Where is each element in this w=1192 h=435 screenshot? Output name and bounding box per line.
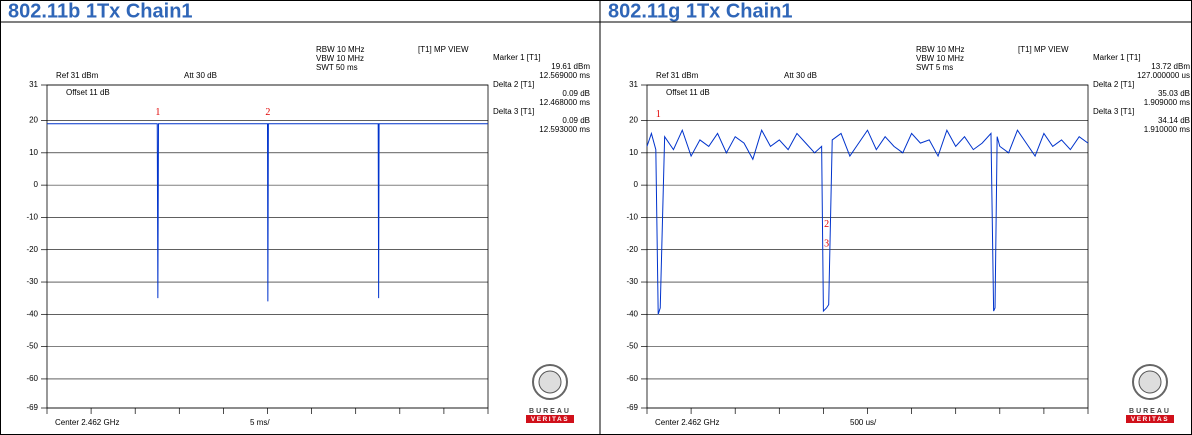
marker-info: Delta 3 [T1]	[1093, 107, 1134, 116]
panel-title: 802.11g 1Tx Chain1	[608, 0, 793, 22]
y-tick-label: 31	[29, 80, 38, 89]
y-tick-label: -40	[626, 309, 638, 318]
logo-band	[526, 415, 574, 423]
logo-top: BUREAU	[529, 408, 571, 415]
mode: [T1] MP VIEW	[1018, 45, 1069, 54]
span-per-div: 500 us/	[850, 418, 877, 427]
swt: SWT 50 ms	[316, 63, 358, 72]
center-freq: Center 2.462 GHz	[55, 418, 119, 427]
y-tick-label: -50	[26, 342, 38, 351]
attenuation: Att 30 dB	[784, 71, 817, 80]
panel-title: 802.11b 1Tx Chain1	[8, 0, 193, 22]
y-tick-label: 20	[629, 116, 638, 125]
marker-label: 1	[155, 107, 160, 118]
logo-seal-inner	[1138, 370, 1162, 394]
y-tick-label: 20	[29, 116, 38, 125]
marker-info: 1.910000 ms	[1144, 125, 1190, 134]
marker-info: 34.14 dB	[1158, 116, 1190, 125]
y-tick-label: -50	[626, 342, 638, 351]
marker-info: Delta 3 [T1]	[493, 107, 534, 116]
marker-info: 13.72 dBm	[1151, 62, 1190, 71]
logo-bottom: VERITAS	[1131, 416, 1169, 423]
marker-info: Delta 2 [T1]	[1093, 80, 1134, 89]
y-tick-label: -60	[26, 374, 38, 383]
ref-level: Ref 31 dBm	[56, 71, 99, 80]
y-tick-label: 0	[634, 180, 639, 189]
marker-info: Marker 1 [T1]	[1093, 53, 1141, 62]
y-tick-label: -60	[626, 374, 638, 383]
y-tick-label: -40	[26, 309, 38, 318]
marker-info: 12.593000 ms	[539, 125, 590, 134]
y-tick-label: 31	[629, 80, 638, 89]
rbw: RBW 10 MHz	[316, 45, 364, 54]
logo-seal-inner	[538, 370, 562, 394]
marker-info: Marker 1 [T1]	[493, 53, 541, 62]
marker-label: 2	[265, 107, 270, 118]
marker-info: Delta 2 [T1]	[493, 80, 534, 89]
marker-info: 19.61 dBm	[551, 62, 590, 71]
offset: Offset 11 dB	[666, 88, 710, 97]
y-tick-label: -20	[26, 245, 38, 254]
vbw: VBW 10 MHz	[916, 54, 964, 63]
ref-level: Ref 31 dBm	[656, 71, 699, 80]
logo-bottom: VERITAS	[531, 416, 569, 423]
trace	[646, 128, 1089, 315]
marker-info: 12.468000 ms	[539, 98, 590, 107]
y-tick-label: 10	[629, 148, 638, 157]
swt: SWT 5 ms	[916, 63, 953, 72]
logo-top: BUREAU	[1129, 408, 1171, 415]
y-tick-label: -20	[626, 245, 638, 254]
marker-info: 0.09 dB	[562, 116, 590, 125]
mode: [T1] MP VIEW	[418, 45, 469, 54]
attenuation: Att 30 dB	[184, 71, 217, 80]
center-freq: Center 2.462 GHz	[655, 418, 719, 427]
marker-label: 2	[824, 219, 829, 230]
marker-label: 1	[656, 109, 661, 120]
y-tick-label: -10	[626, 213, 638, 222]
y-tick-label: -10	[26, 213, 38, 222]
vbw: VBW 10 MHz	[316, 54, 364, 63]
offset: Offset 11 dB	[66, 88, 110, 97]
marker-info: 127.000000 us	[1137, 71, 1190, 80]
y-tick-label: 0	[34, 180, 39, 189]
y-tick-label: 10	[29, 148, 38, 157]
trace	[47, 123, 488, 302]
marker-label: 3	[824, 238, 829, 249]
y-tick-label: -69	[626, 403, 638, 412]
logo-band	[1126, 415, 1174, 423]
marker-info: 1.909000 ms	[1144, 98, 1190, 107]
y-tick-label: -69	[26, 403, 38, 412]
y-tick-label: -30	[26, 277, 38, 286]
y-tick-label: -30	[626, 277, 638, 286]
rbw: RBW 10 MHz	[916, 45, 964, 54]
span-per-div: 5 ms/	[250, 418, 270, 427]
marker-info: 35.03 dB	[1158, 89, 1190, 98]
marker-info: 0.09 dB	[562, 89, 590, 98]
marker-info: 12.569000 ms	[539, 71, 590, 80]
